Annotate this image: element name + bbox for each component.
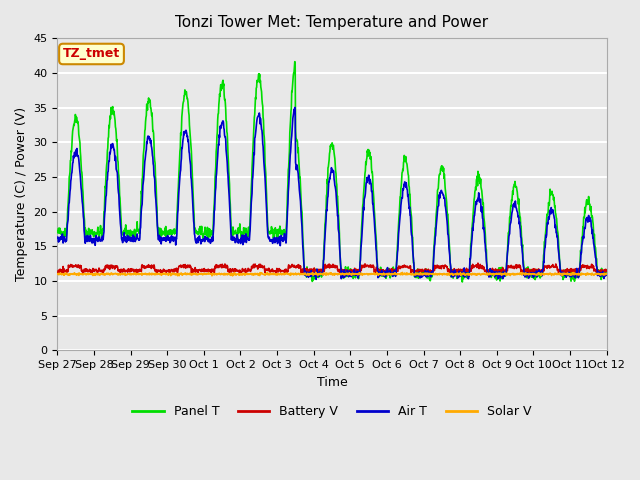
Solar V [312,269,319,275]
Panel T [538,268,546,274]
Battery V [557,271,564,276]
Battery V [538,267,545,273]
Air T [54,235,61,241]
Solar V [176,271,184,276]
Panel T [163,235,170,241]
Line: Air T: Air T [58,108,607,279]
Battery V [237,269,245,275]
Panel T [603,269,611,275]
Solar V [603,271,611,276]
Line: Panel T: Panel T [58,61,607,282]
Battery V [163,270,170,276]
Solar V [237,272,245,278]
X-axis label: Time: Time [317,376,348,389]
Solar V [228,273,236,279]
Battery V [176,264,184,269]
Line: Battery V: Battery V [58,263,607,274]
Air T [490,269,497,275]
Air T [538,273,546,279]
Panel T [54,228,61,234]
Panel T [418,271,426,277]
Title: Tonzi Tower Met: Temperature and Power: Tonzi Tower Met: Temperature and Power [175,15,488,30]
Air T [291,105,299,110]
Y-axis label: Temperature (C) / Power (V): Temperature (C) / Power (V) [15,107,28,281]
Air T [418,274,426,280]
Battery V [603,268,611,274]
Battery V [490,270,497,276]
Solar V [538,272,546,277]
Battery V [417,269,425,275]
Solar V [54,271,61,277]
Text: TZ_tmet: TZ_tmet [63,48,120,60]
Air T [237,235,245,240]
Panel T [291,59,299,64]
Line: Solar V: Solar V [58,272,607,276]
Air T [163,234,170,240]
Battery V [474,260,482,266]
Solar V [163,271,170,277]
Legend: Panel T, Battery V, Air T, Solar V: Panel T, Battery V, Air T, Solar V [127,400,536,423]
Panel T [176,158,184,164]
Panel T [458,279,466,285]
Air T [603,272,611,277]
Panel T [237,232,245,238]
Solar V [418,271,426,276]
Panel T [490,271,497,276]
Battery V [54,270,61,276]
Air T [176,178,184,183]
Air T [312,276,320,282]
Solar V [490,272,497,277]
